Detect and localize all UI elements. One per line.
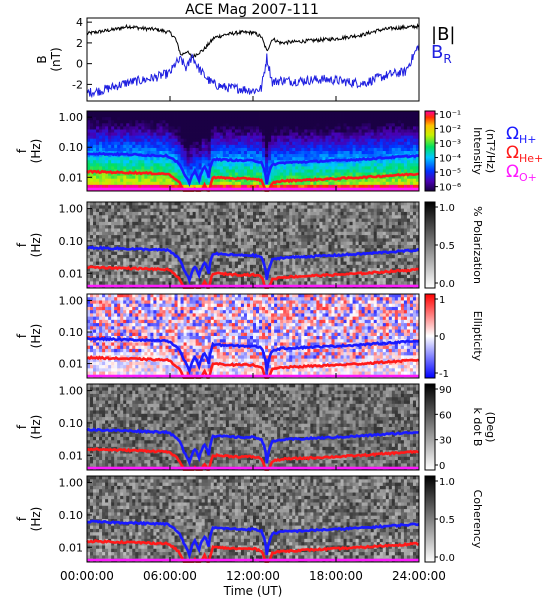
- xtick-label: 00:00:00: [60, 569, 114, 583]
- xtick-label: 12:00:00: [226, 569, 280, 583]
- colorbar-tick-label: 0: [439, 332, 445, 343]
- b-ytick-label: -2: [72, 78, 83, 91]
- b-ytick-label: 4: [76, 16, 83, 29]
- colorbar-tick-label: 10⁻¹: [439, 110, 461, 121]
- colorbar-tick-label: 10⁻⁴: [439, 154, 461, 165]
- colorbar: [424, 201, 436, 289]
- freq-ytick-label: 1.00: [59, 111, 84, 124]
- freq-ytick-label: 0.10: [59, 509, 84, 522]
- h-cyclotron-line: [86, 245, 420, 285]
- xtick-label: 24:00:00: [392, 569, 446, 583]
- colorbar-tick-label: 90: [439, 385, 452, 396]
- colorbar: [424, 110, 436, 192]
- freq-ylabel-unit: (Hz): [29, 139, 43, 164]
- he-cyclotron-line: [86, 265, 420, 289]
- freq-ylabel: f: [15, 424, 29, 429]
- colorbar-tick-label: 0.0: [439, 553, 455, 564]
- b-total-series-line: [86, 23, 420, 59]
- colorbar-tick-label: -1: [439, 369, 449, 380]
- colorbar-tick-label: 0: [439, 461, 445, 472]
- freq-ylabel-unit: (Hz): [29, 507, 43, 532]
- freq-ytick-label: 1.00: [59, 477, 84, 490]
- legend-b-radial: BR: [431, 42, 452, 66]
- freq-ytick-label: 1.00: [59, 294, 84, 307]
- b-ylabel: B: [35, 55, 49, 63]
- colorbar: [424, 475, 436, 563]
- h-cyclotron-line: [86, 519, 420, 560]
- freq-ylabel: f: [15, 242, 29, 247]
- colorbar-tick-label: 10⁻⁶: [439, 183, 461, 194]
- b-ylabel-unit: (nT): [49, 47, 63, 71]
- colorbar-tick-label: 10⁻³: [439, 139, 461, 150]
- freq-ytick-label: 0.01: [59, 449, 84, 462]
- xtick-label: 06:00:00: [143, 569, 197, 583]
- freq-ytick-label: 0.01: [59, 541, 84, 554]
- colorbar-label: Coherency: [471, 490, 484, 549]
- colorbar-label: k dot B: [471, 408, 484, 447]
- h-cyclotron-line: [86, 151, 420, 188]
- h-cyclotron-line: [86, 336, 420, 375]
- b-ytick-label: 0: [76, 58, 83, 71]
- freq-ytick-label: 0.10: [59, 141, 84, 154]
- colorbar-tick-label: 1.0: [439, 477, 455, 488]
- freq-ylabel: f: [15, 148, 29, 153]
- colorbar: [424, 293, 436, 379]
- colorbar-tick-label: 0.5: [439, 515, 455, 526]
- chart-title: ACE Mag 2007-111: [185, 2, 319, 18]
- freq-ylabel-unit: (Hz): [29, 233, 43, 258]
- colorbar-label: Ellipticity: [471, 311, 484, 362]
- legend-b-total: |B|: [431, 24, 455, 45]
- colorbar-label: % Polarization: [471, 206, 484, 284]
- freq-ytick-label: 0.01: [59, 171, 84, 184]
- freq-ylabel-unit: (Hz): [29, 415, 43, 440]
- colorbar-tick-label: 0.5: [439, 241, 455, 252]
- freq-ytick-label: 0.01: [59, 267, 84, 280]
- colorbar-label: (Deg): [484, 412, 497, 443]
- b-ytick-label: 2: [76, 37, 83, 50]
- he-cyclotron-line: [86, 354, 420, 379]
- he-cyclotron-line: [86, 169, 420, 193]
- colorbar-tick-label: 10⁻²: [439, 124, 461, 135]
- xaxis-label: Time (UT): [223, 584, 283, 598]
- b-panel-background: [87, 18, 419, 101]
- freq-ytick-label: 0.10: [59, 326, 84, 339]
- xtick-label: 18:00:00: [309, 569, 363, 583]
- colorbar: [424, 383, 436, 471]
- freq-ylabel: f: [15, 333, 29, 338]
- colorbar-label: Intensity: [471, 127, 484, 175]
- h-cyclotron-line: [86, 427, 420, 467]
- colorbar-tick-label: 1: [439, 295, 445, 306]
- freq-ylabel: f: [15, 516, 29, 521]
- freq-ytick-label: 0.10: [59, 417, 84, 430]
- freq-ytick-label: 0.01: [59, 358, 84, 371]
- legend-cyclotron-2: ΩO+: [506, 162, 537, 184]
- freq-ytick-label: 0.10: [59, 235, 84, 248]
- freq-ytick-label: 1.00: [59, 203, 84, 216]
- he-cyclotron-line: [86, 539, 420, 563]
- freq-ylabel-unit: (Hz): [29, 324, 43, 349]
- freq-ytick-label: 1.00: [59, 385, 84, 398]
- colorbar-label: (nT²/Hz): [484, 129, 497, 173]
- he-cyclotron-line: [86, 447, 420, 471]
- colorbar-tick-label: 0.0: [439, 279, 455, 290]
- colorbar-tick-label: 60: [439, 410, 452, 421]
- colorbar-tick-label: 10⁻⁵: [439, 168, 461, 179]
- colorbar-tick-label: 1.0: [439, 203, 455, 214]
- b-radial-series-line: [86, 43, 420, 99]
- colorbar-tick-label: 30: [439, 436, 452, 447]
